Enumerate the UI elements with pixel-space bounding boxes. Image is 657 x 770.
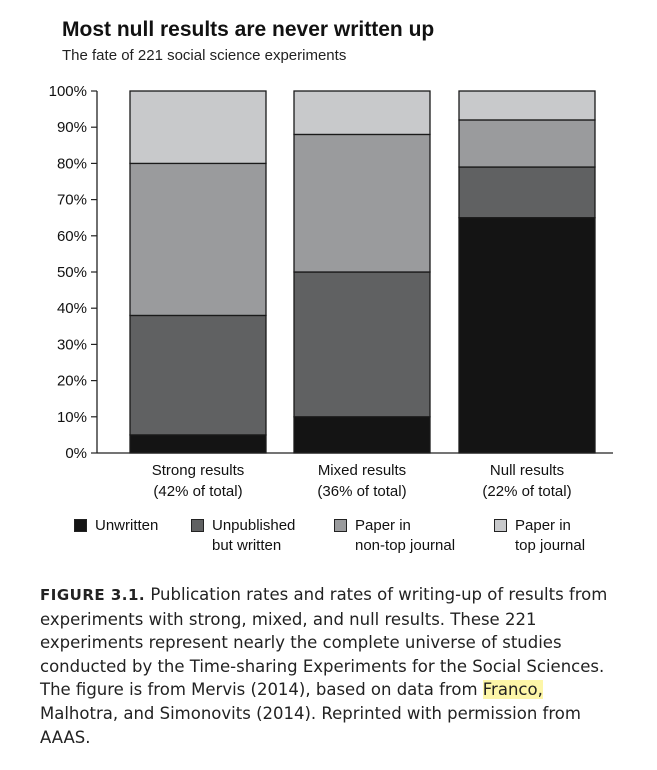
y-tick-label: 50% [57, 264, 87, 281]
figure-label: FIGURE 3.1. [40, 586, 146, 604]
bar-segment-2-3 [458, 90, 596, 121]
bar-segment-0-0 [129, 434, 267, 454]
legend-item: Unwritten [74, 516, 158, 536]
legend-label: Paper in non-top journal [355, 517, 456, 554]
legend-label: Paper in top journal [515, 517, 586, 554]
bar-segment-1-3 [293, 90, 431, 136]
bar-segment-0-3 [129, 90, 267, 165]
legend-swatch [494, 519, 507, 532]
x-category-label: (22% of total) [482, 483, 571, 500]
y-tick-label: 20% [57, 373, 87, 390]
y-tick-label: 0% [65, 445, 87, 462]
caption-text-1: Publication rates and rates of writing-u… [40, 585, 608, 700]
caption-highlighted-text[interactable]: Franco, [482, 680, 543, 700]
x-category-label: Strong results [152, 462, 245, 479]
y-tick-label: 100% [49, 83, 87, 100]
bar-segment-2-0 [458, 217, 596, 454]
figure-caption: FIGURE 3.1. Publication rates and rates … [40, 583, 620, 749]
stacked-bar-chart: 0% 10% 20% 30% 40% 50% 60% 70% 80% 90% 100% Strong … [49, 83, 613, 500]
legend-item: Paper in top journal [494, 516, 585, 556]
legend-swatch [74, 519, 87, 532]
chart-title: Most null results are never written up [62, 18, 435, 41]
x-category-label: (42% of total) [153, 483, 242, 500]
y-tick-label: 30% [57, 336, 87, 353]
bar-segment-0-1 [129, 314, 267, 436]
y-tick-label: 10% [57, 409, 87, 426]
x-category-label: Null results [490, 462, 564, 479]
legend-item: Unpublished but written [191, 516, 295, 556]
x-category-label: Mixed results [318, 462, 406, 479]
bar-segment-0-2 [129, 162, 267, 317]
bar-segment-1-2 [293, 133, 431, 273]
chart-subtitle: The fate of 221 social science experimen… [62, 47, 347, 64]
legend-item: Paper in non-top journal [334, 516, 455, 556]
legend-swatch [191, 519, 204, 532]
chart-legend: Unwritten Unpublished but written Paper in… [0, 516, 657, 566]
y-tick-label: 80% [57, 155, 87, 172]
y-tick-label: 70% [57, 192, 87, 209]
y-tick-label: 40% [57, 300, 87, 317]
bar-segment-1-1 [293, 271, 431, 418]
y-tick-label: 90% [57, 119, 87, 136]
legend-label: Unwritten [95, 517, 159, 534]
y-tick-label: 60% [57, 228, 87, 245]
caption-text-2: Malhotra, and Simonovits (2014). Reprint… [40, 703, 581, 747]
bar-segment-2-1 [458, 166, 596, 219]
legend-swatch [334, 519, 347, 532]
bar-segment-2-2 [458, 119, 596, 168]
legend-label: Unpublished but written [212, 517, 296, 554]
bar-segment-1-0 [293, 416, 431, 454]
x-category-label: (36% of total) [317, 483, 406, 500]
